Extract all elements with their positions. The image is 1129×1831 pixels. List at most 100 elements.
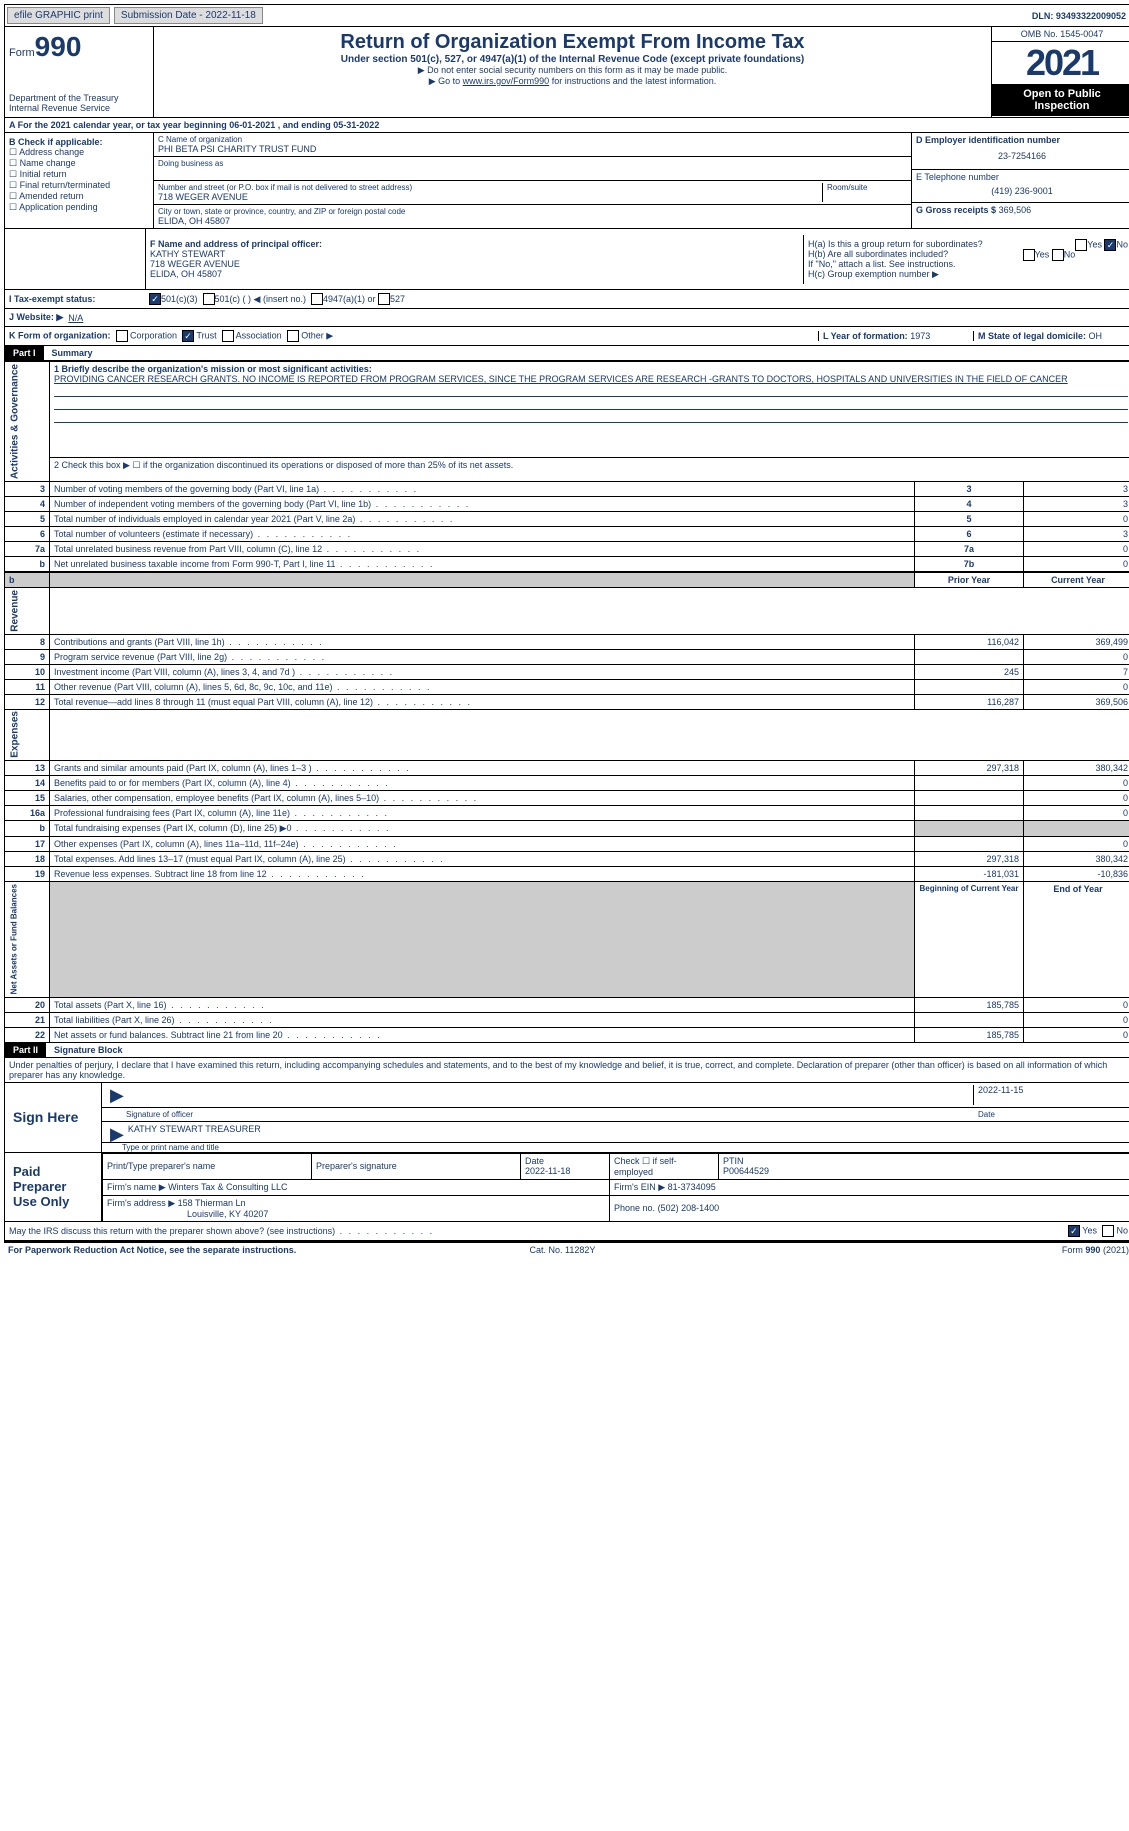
dba-label: Doing business as	[158, 159, 907, 168]
line-num: 7a	[5, 542, 50, 557]
efile-button[interactable]: efile GRAPHIC print	[7, 7, 110, 24]
prior-year	[915, 1012, 1024, 1027]
line-text: Total unrelated business revenue from Pa…	[50, 542, 915, 557]
line-text: Total fundraising expenses (Part IX, col…	[50, 821, 915, 837]
ein-label: D Employer identification number	[916, 135, 1128, 145]
line-text: Total number of individuals employed in …	[50, 512, 915, 527]
line-text: Total revenue—add lines 8 through 11 (mu…	[50, 694, 915, 709]
org-name-label: C Name of organization	[158, 135, 907, 144]
line-text: Other expenses (Part IX, column (A), lin…	[50, 837, 915, 852]
officer-addr1: 718 WEGER AVENUE	[150, 259, 799, 269]
vlabel-exp: Expenses	[5, 709, 50, 761]
col-d: D Employer identification number 23-7254…	[911, 133, 1129, 228]
line-text: Number of voting members of the governin…	[50, 482, 915, 497]
officer-addr2: ELIDA, OH 45807	[150, 269, 799, 279]
line-num: 22	[5, 1027, 50, 1042]
top-bar: efile GRAPHIC print Submission Date - 20…	[4, 4, 1129, 27]
line-val: 3	[1024, 527, 1129, 542]
line-num: 6	[5, 527, 50, 542]
line-box: 5	[915, 512, 1024, 527]
telephone: (419) 236-9001	[916, 182, 1128, 200]
firm-name: Winters Tax & Consulting LLC	[168, 1182, 287, 1192]
checkbox-amended-return[interactable]: Amended return	[9, 191, 149, 202]
section-f-h: F Name and address of principal officer:…	[4, 229, 1129, 290]
row-i: I Tax-exempt status: 501(c)(3) 501(c) ( …	[4, 290, 1129, 309]
chk-4947[interactable]	[311, 293, 323, 305]
line-num: 9	[5, 649, 50, 664]
line-2: 2 Check this box ▶ ☐ if the organization…	[50, 458, 1129, 482]
current-year: 0	[1024, 1012, 1129, 1027]
current-year: 0	[1024, 997, 1129, 1012]
year-formation: 1973	[910, 331, 930, 341]
line-num: 4	[5, 497, 50, 512]
checkbox-final-return-terminated[interactable]: Final return/terminated	[9, 180, 149, 191]
chk-trust[interactable]	[182, 330, 194, 342]
current-year	[1024, 821, 1129, 837]
line-text: Investment income (Part VIII, column (A)…	[50, 664, 915, 679]
form-header: Form990 Department of the Treasury Inter…	[4, 27, 1129, 118]
line-text: Benefits paid to or for members (Part IX…	[50, 776, 915, 791]
line-val: 3	[1024, 482, 1129, 497]
line-num: 15	[5, 791, 50, 806]
line-num: 18	[5, 852, 50, 867]
chk-assoc[interactable]	[222, 330, 234, 342]
chk-501c3[interactable]	[149, 293, 161, 305]
prior-year: 297,318	[915, 852, 1024, 867]
current-year: 7	[1024, 664, 1129, 679]
current-year: 0	[1024, 806, 1129, 821]
line-text: Contributions and grants (Part VIII, lin…	[50, 634, 915, 649]
note-ssn: Do not enter social security numbers on …	[158, 65, 987, 76]
chk-527[interactable]	[378, 293, 390, 305]
prior-year: 245	[915, 664, 1024, 679]
officer-label: F Name and address of principal officer:	[150, 239, 799, 249]
prior-year	[915, 821, 1024, 837]
col-b-label: B Check if applicable:	[9, 137, 149, 147]
preparer-table: Print/Type preparer's name Preparer's si…	[102, 1153, 1129, 1221]
discuss-no[interactable]	[1102, 1225, 1114, 1237]
chk-corp[interactable]	[116, 330, 128, 342]
line-box: 7a	[915, 542, 1024, 557]
may-irs-discuss: May the IRS discuss this return with the…	[4, 1222, 1129, 1241]
irs-link[interactable]: www.irs.gov/Form990	[463, 76, 550, 86]
checkbox-application-pending[interactable]: Application pending	[9, 202, 149, 213]
signature-block: Sign Here ▶ 2022-11-15 Signature of offi…	[4, 1083, 1129, 1222]
street-address: 718 WEGER AVENUE	[158, 192, 818, 202]
line-val: 0	[1024, 557, 1129, 573]
h-a: H(a) Is this a group return for subordin…	[808, 239, 1128, 249]
row-j: J Website: ▶ N/A	[4, 309, 1129, 327]
line-val: 0	[1024, 542, 1129, 557]
note-link: Go to www.irs.gov/Form990 for instructio…	[158, 76, 987, 87]
line-num: 13	[5, 761, 50, 776]
dln: DLN: 93493322009052	[1032, 11, 1129, 21]
line-box: 7b	[915, 557, 1024, 573]
prior-year	[915, 806, 1024, 821]
discuss-yes[interactable]	[1068, 1225, 1080, 1237]
current-year: 0	[1024, 679, 1129, 694]
checkbox-address-change[interactable]: Address change	[9, 147, 149, 158]
line-num: 16a	[5, 806, 50, 821]
line-text: Total expenses. Add lines 13–17 (must eq…	[50, 852, 915, 867]
checkbox-initial-return[interactable]: Initial return	[9, 169, 149, 180]
line-text: Net unrelated business taxable income fr…	[50, 557, 915, 573]
room-label: Room/suite	[823, 183, 907, 202]
line-text: Total liabilities (Part X, line 26)	[50, 1012, 915, 1027]
vlabel-ag: Activities & Governance	[5, 362, 50, 482]
chk-501c[interactable]	[203, 293, 215, 305]
chk-other[interactable]	[287, 330, 299, 342]
self-employed-check[interactable]: Check ☐ if self-employed	[610, 1153, 719, 1179]
prior-year	[915, 837, 1024, 852]
line-val: 0	[1024, 512, 1129, 527]
line-text: Net assets or fund balances. Subtract li…	[50, 1027, 915, 1042]
officer-name-title: KATHY STEWART TREASURER	[128, 1124, 261, 1140]
prior-year: 185,785	[915, 1027, 1024, 1042]
firm-addr2: Louisville, KY 40207	[107, 1209, 268, 1219]
checkbox-name-change[interactable]: Name change	[9, 158, 149, 169]
current-year: 0	[1024, 776, 1129, 791]
line-num: 14	[5, 776, 50, 791]
dept-label: Department of the Treasury Internal Reve…	[9, 93, 149, 113]
arrow-icon: ▶	[106, 1085, 128, 1105]
current-year: 380,342	[1024, 761, 1129, 776]
line-num: b	[5, 821, 50, 837]
prior-year: 116,287	[915, 694, 1024, 709]
current-year: 369,506	[1024, 694, 1129, 709]
